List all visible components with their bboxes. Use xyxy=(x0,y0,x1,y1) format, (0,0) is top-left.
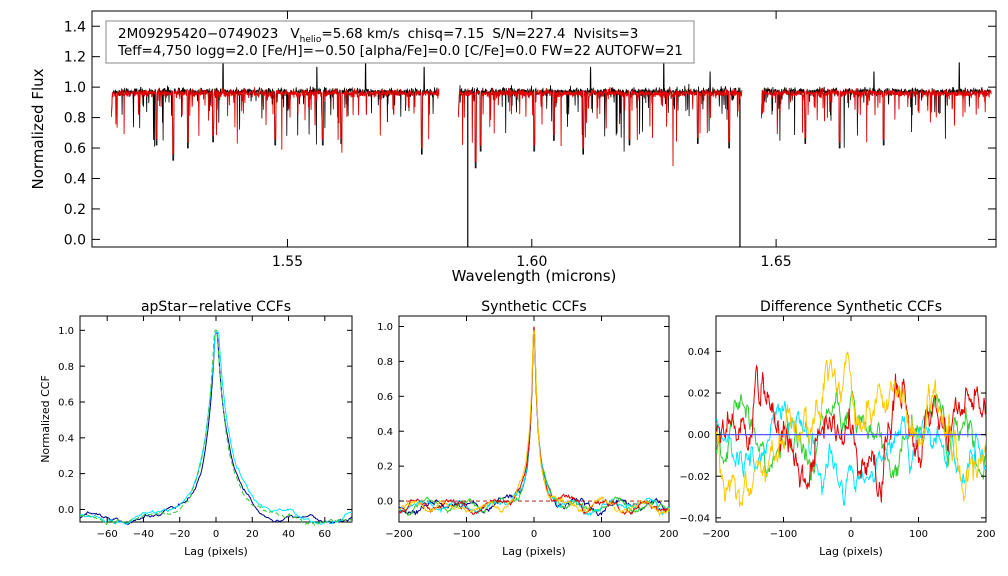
ccf-difference-panel: Difference Synthetic CCFs −200 −100 0 100 20… xyxy=(679,299,995,558)
ccf-apstar-x-tick-label: −60 xyxy=(97,529,118,540)
ccf-difference-x-tick-label: 0 xyxy=(848,529,854,540)
ccf-apstar-x-tick-label: 60 xyxy=(318,529,331,540)
ccf-apstar-y-label: Normalized CCF xyxy=(39,375,52,463)
ccf-apstar-x-tick-label: 40 xyxy=(282,529,295,540)
ccf-synthetic-x-tick-label: 200 xyxy=(659,529,678,540)
ccf-apstar-y-tick-label: 0.2 xyxy=(58,469,74,480)
v-subscript: helio xyxy=(300,35,322,45)
spectrum-y-label: Normalized Flux xyxy=(29,68,47,189)
ccf-synthetic-visit2-line xyxy=(398,326,670,517)
ccf-synthetic-x-tick-label: −200 xyxy=(385,529,412,540)
ccf-apstar-axes: −60 −40 −20 0 20 40 60 0.0 0.2 0.4 0.6 0.8 1.0 xyxy=(58,316,352,540)
spectrum-y-tick-label: 1.2 xyxy=(64,50,86,66)
spectrum-y-tick-label: 0.0 xyxy=(64,232,86,248)
ccf-difference-visit5-line xyxy=(716,351,986,507)
ccf-apstar-x-label: Lag (pixels) xyxy=(184,545,248,558)
ccf-synthetic-y-tick-label: 0.8 xyxy=(377,357,393,368)
ccf-apstar-y-tick-label: 0.4 xyxy=(58,433,74,444)
spectrum-observed-segment-1 xyxy=(111,50,440,161)
spectrum-y-tick-label: 0.2 xyxy=(64,202,86,218)
ccf-difference-axes: −200 −100 0 100 200 −0.04 −0.02 0.00 0.02 0.04 xyxy=(679,316,996,540)
spectrum-x-tick-label: 1.65 xyxy=(761,254,792,270)
spectrum-axes: 1.55 1.60 1.65 0.0 0.2 0.4 0.6 0.8 1.0 1.2 1.4 xyxy=(64,11,996,270)
ccf-apstar-x-tick-label: 0 xyxy=(213,529,219,540)
spectrum-x-label: Wavelength (microns) xyxy=(452,267,617,285)
v-value: =5.68 km/s xyxy=(321,26,399,42)
signal-to-noise: S/N=227.4 xyxy=(492,26,565,42)
ccf-synthetic-x-tick-label: 0 xyxy=(531,529,537,540)
ccf-difference-x-tick-label: 200 xyxy=(976,529,995,540)
v-prefix: V xyxy=(290,26,300,42)
spectrum-x-tick-label: 1.60 xyxy=(516,254,547,270)
spectrum-model-segment-1 xyxy=(111,87,440,155)
ccf-synthetic-y-tick-label: 0.6 xyxy=(377,392,393,403)
ccf-apstar-visit3-line xyxy=(80,329,353,527)
ccf-apstar-x-tick-label: −20 xyxy=(169,529,190,540)
ccf-synthetic-x-tick-label: −100 xyxy=(453,529,480,540)
ccf-difference-y-tick-label: 0.00 xyxy=(688,430,710,441)
spectrum-y-tick-label: 1.4 xyxy=(64,19,86,35)
ccf-difference-visit3-line xyxy=(716,400,986,506)
ccf-synthetic-title: Synthetic CCFs xyxy=(481,299,586,315)
ccf-apstar-x-tick-label: 20 xyxy=(246,529,259,540)
ccf-apstar-title: apStar−relative CCFs xyxy=(141,299,291,315)
ccf-synthetic-visit5-line xyxy=(398,329,670,518)
ccf-difference-x-tick-label: −100 xyxy=(770,529,797,540)
ccf-synthetic-y-tick-label: 1.0 xyxy=(377,322,393,333)
ccf-synthetic-frame xyxy=(398,315,670,523)
spectrum-model-segment-2 xyxy=(458,87,743,167)
ccf-synthetic-y-tick-label: 0.2 xyxy=(377,462,393,473)
star-id: 2M09295420−0749023 xyxy=(118,26,278,42)
ccf-difference-x-tick-label: −200 xyxy=(702,529,729,540)
ccf-difference-y-tick-label: −0.04 xyxy=(679,513,710,524)
spectrum-data xyxy=(111,50,992,247)
ccf-synthetic-y-tick-label: 0.0 xyxy=(377,497,393,508)
info-box xyxy=(105,20,695,64)
ccf-synthetic-visit1-line xyxy=(398,326,670,517)
info-line-1: 2M09295420−0749023 Vhelio=5.68 km/s chisq=… xyxy=(118,26,638,45)
ccf-difference-title: Difference Synthetic CCFs xyxy=(760,299,942,315)
nvisits: Nvisits=3 xyxy=(574,26,639,42)
spectrum-y-tick-label: 0.8 xyxy=(64,111,86,127)
ccf-apstar-visit1-line xyxy=(80,331,353,525)
ccf-synthetic-visit4-line xyxy=(398,326,670,516)
ccf-difference-x-label: Lag (pixels) xyxy=(819,545,883,558)
chisq: chisq=7.15 xyxy=(408,26,485,42)
ccf-difference-y-tick-label: −0.02 xyxy=(679,472,710,483)
spectrum-observed-segment-3 xyxy=(761,62,992,149)
spectrum-y-tick-label: 0.6 xyxy=(64,141,86,157)
spectrum-frame xyxy=(91,10,997,248)
ccf-apstar-y-tick-label: 1.0 xyxy=(58,326,74,337)
ccf-apstar-frame xyxy=(79,315,353,523)
ccf-synthetic-x-tick-label: 100 xyxy=(592,529,611,540)
ccf-apstar-y-tick-label: 0.6 xyxy=(58,398,74,409)
spectrum-model-segment-3 xyxy=(760,87,992,143)
spectrum-x-tick-label: 1.55 xyxy=(272,254,303,270)
ccf-apstar-x-tick-label: −40 xyxy=(133,529,154,540)
ccf-synthetic-y-tick-label: 0.4 xyxy=(377,427,393,438)
info-line-2: Teff=4,750 logg=2.0 [Fe/H]=−0.50 [alpha/… xyxy=(117,43,683,59)
spectrum-panel: 1.55 1.60 1.65 0.0 0.2 0.4 0.6 0.8 1.0 1.2 1.4 2M0… xyxy=(29,10,997,285)
ccf-apstar-data xyxy=(79,329,353,527)
spectrum-y-tick-label: 1.0 xyxy=(64,80,86,96)
ccf-apstar-y-tick-label: 0.8 xyxy=(58,362,74,373)
spectrum-y-tick-label: 0.4 xyxy=(64,172,86,188)
ccf-apstar-y-tick-label: 0.0 xyxy=(58,505,74,516)
ccf-synthetic-panel: Synthetic CCFs −200 −100 0 100 200 0.0 0.2 0.4 0… xyxy=(377,299,678,558)
ccf-apstar-visit2-line xyxy=(79,331,353,525)
ccf-apstar-panel: apStar−relative CCFs −60 −40 −20 0 20 40 60 0.0… xyxy=(39,299,353,558)
ccf-difference-y-tick-label: 0.02 xyxy=(688,389,710,400)
ccf-synthetic-axes: −200 −100 0 100 200 0.0 0.2 0.4 0.6 0.8 1.0 xyxy=(377,316,679,540)
ccf-synthetic-x-label: Lag (pixels) xyxy=(502,545,566,558)
ccf-difference-frame xyxy=(715,315,987,523)
ccf-difference-y-tick-label: 0.04 xyxy=(688,347,710,358)
ccf-difference-data xyxy=(716,351,986,507)
ccf-synthetic-visit3-line xyxy=(398,328,670,517)
ccf-difference-x-tick-label: 100 xyxy=(909,529,928,540)
ccf-synthetic-data xyxy=(398,326,670,518)
